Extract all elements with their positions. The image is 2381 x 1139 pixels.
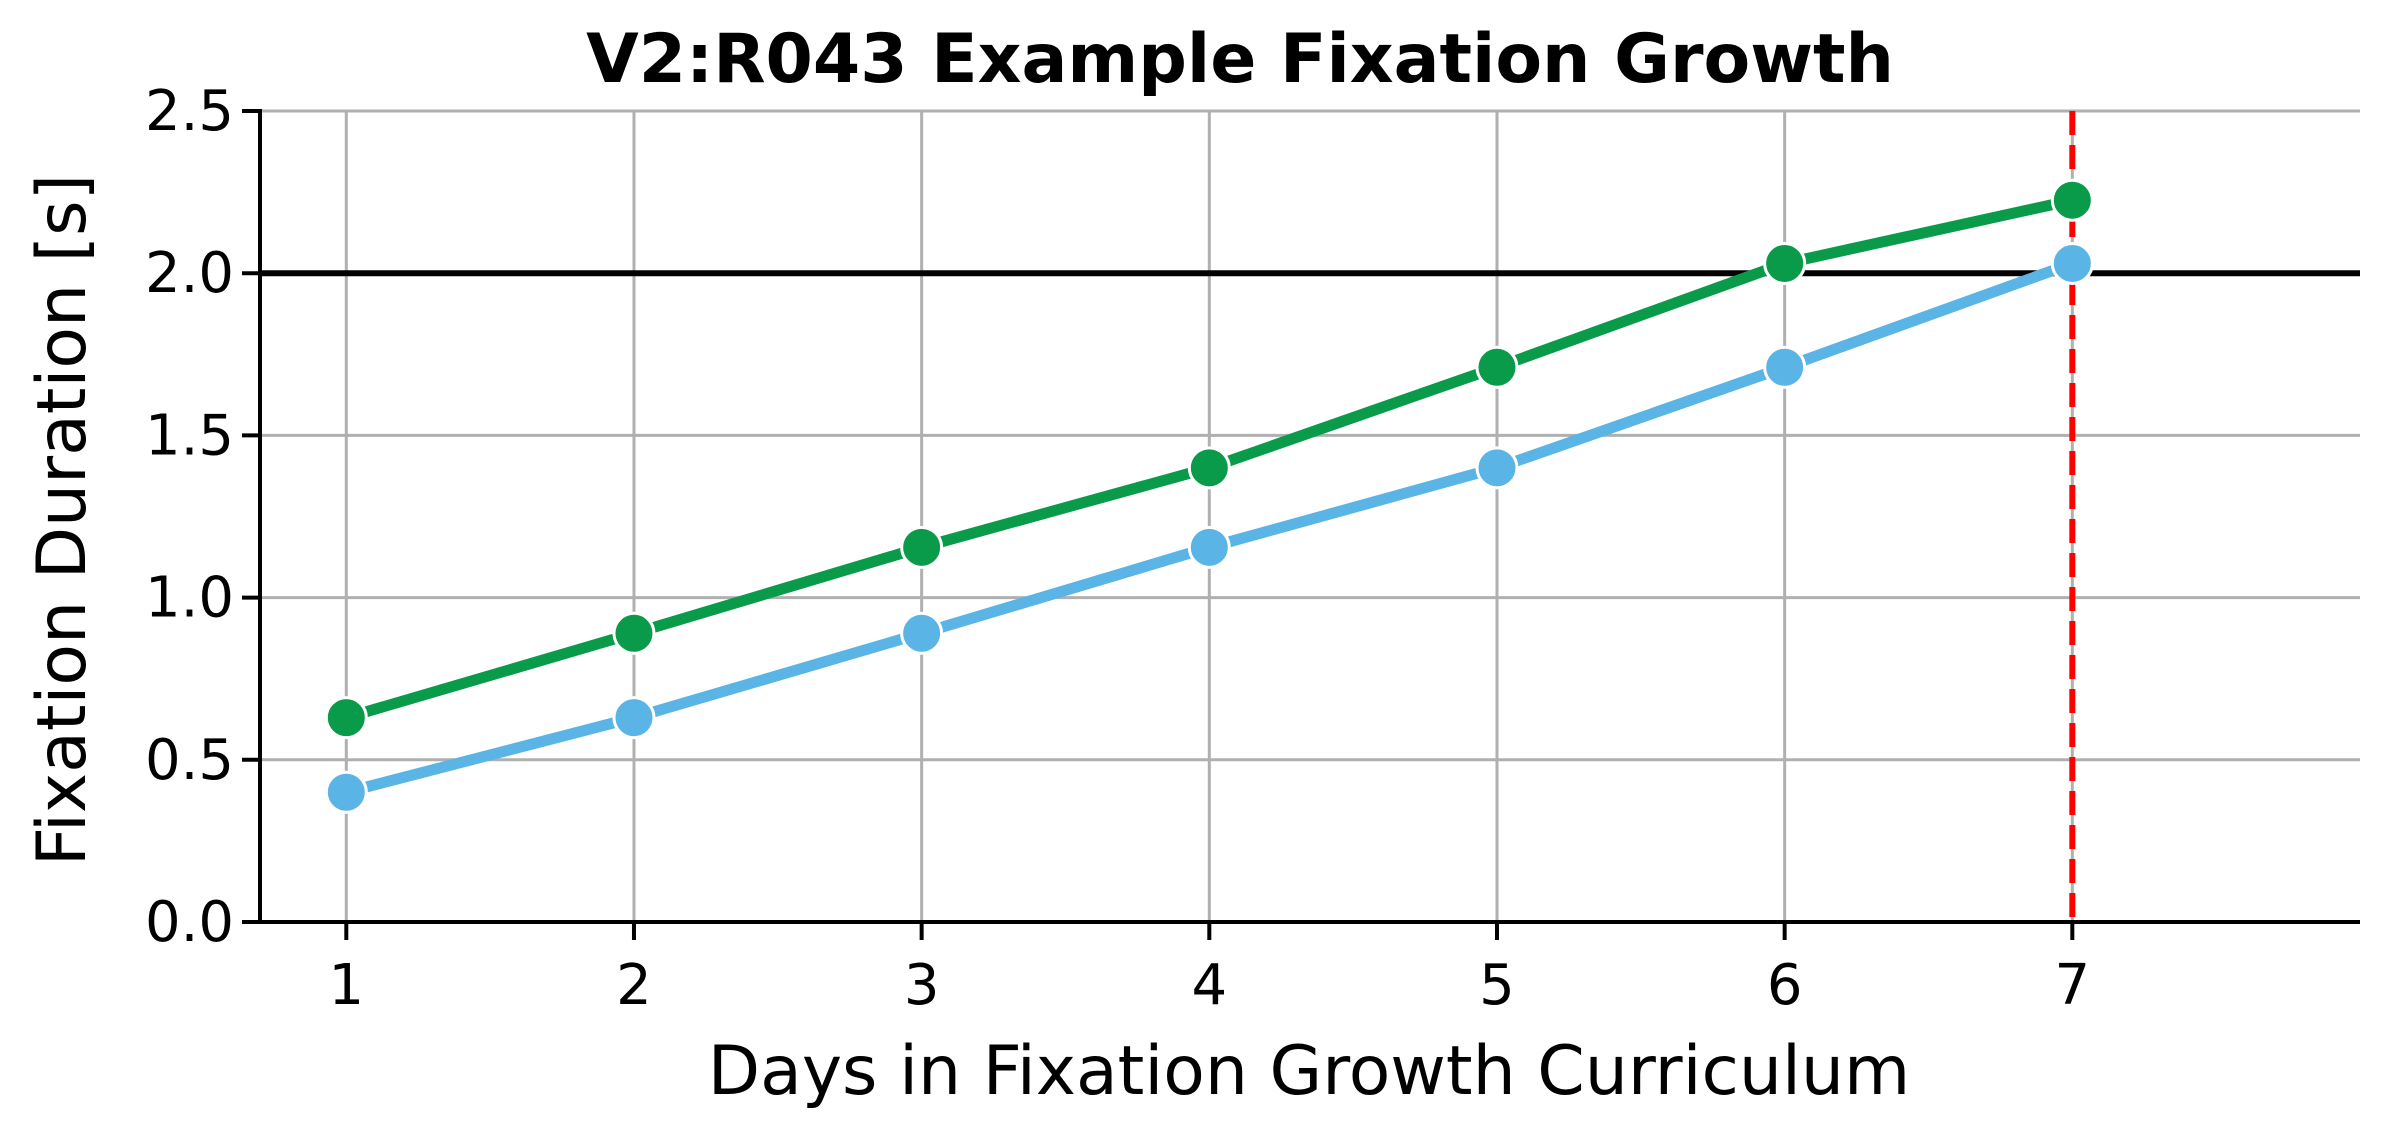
y-axis-label: Fixation Duration [s] [23,174,102,866]
tick-labels: 0.0 0.5 1.0 1.5 2.0 2.5 1 2 3 4 5 6 7 [145,79,2090,1018]
y-tick-label-2: 0.5 [145,728,234,793]
x-tick-label-5: 5 [1479,953,1515,1018]
series-2-point-1 [324,770,368,814]
series-1 [324,178,2094,740]
series-1-point-3 [900,525,944,569]
series-1-point-6 [1763,241,1807,285]
series-1-point-7 [2050,178,2094,222]
x-tick-label-7: 7 [2055,953,2091,1018]
axes [242,109,2360,940]
y-tick-label-3: 1.0 [145,566,234,631]
series-1-point-5 [1475,345,1519,389]
chart-title: V2:R043 Example Fixation Growth [586,20,1894,99]
y-tick-label-5: 2.0 [145,241,234,306]
series-2-point-5 [1475,446,1519,490]
x-tick-label-1: 1 [328,953,364,1018]
series-layer [324,178,2094,814]
reference-lines [260,111,2360,922]
series-2-point-6 [1763,345,1807,389]
series-2 [324,241,2094,814]
x-tick-label-4: 4 [1191,953,1227,1018]
series-2-point-7 [2050,241,2094,285]
series-2-point-4 [1187,525,1231,569]
x-tick-label-6: 6 [1767,953,1803,1018]
series-1-point-4 [1187,446,1231,490]
series-2-point-3 [900,611,944,655]
x-tick-label-3: 3 [904,953,940,1018]
series-1-point-1 [324,696,368,740]
y-tick-label-1: 0.0 [145,890,234,955]
x-axis-label: Days in Fixation Growth Curriculum [708,1032,1910,1111]
y-tick-label-4: 1.5 [145,403,234,468]
series-2-point-2 [612,696,656,740]
y-tick-label-6: 2.5 [145,79,234,144]
series-1-point-2 [612,611,656,655]
x-tick-label-2: 2 [616,953,652,1018]
